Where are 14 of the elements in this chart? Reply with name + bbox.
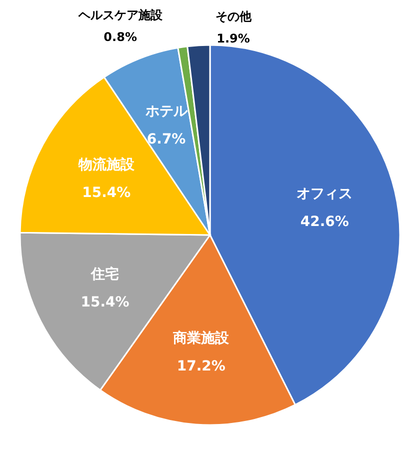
data-label: 15.4% bbox=[80, 294, 130, 310]
slice-label: 住宅 bbox=[90, 265, 120, 282]
slice-label: 物流施設 bbox=[77, 156, 136, 173]
slice-label: 商業施設 bbox=[172, 329, 230, 346]
slice-label: オフィス bbox=[296, 186, 353, 202]
data-label: 42.6% bbox=[300, 214, 349, 230]
data-label: 0.8% bbox=[104, 30, 137, 44]
data-label: 17.2% bbox=[176, 358, 226, 374]
slice-label: その他 bbox=[215, 9, 252, 24]
data-label: 1.9% bbox=[216, 31, 250, 46]
slice-label: ホテル bbox=[144, 104, 188, 120]
slice-label: ヘルスケア施設 bbox=[77, 8, 164, 22]
data-label: 6.7% bbox=[146, 132, 186, 148]
data-label: 15.4% bbox=[82, 184, 131, 201]
